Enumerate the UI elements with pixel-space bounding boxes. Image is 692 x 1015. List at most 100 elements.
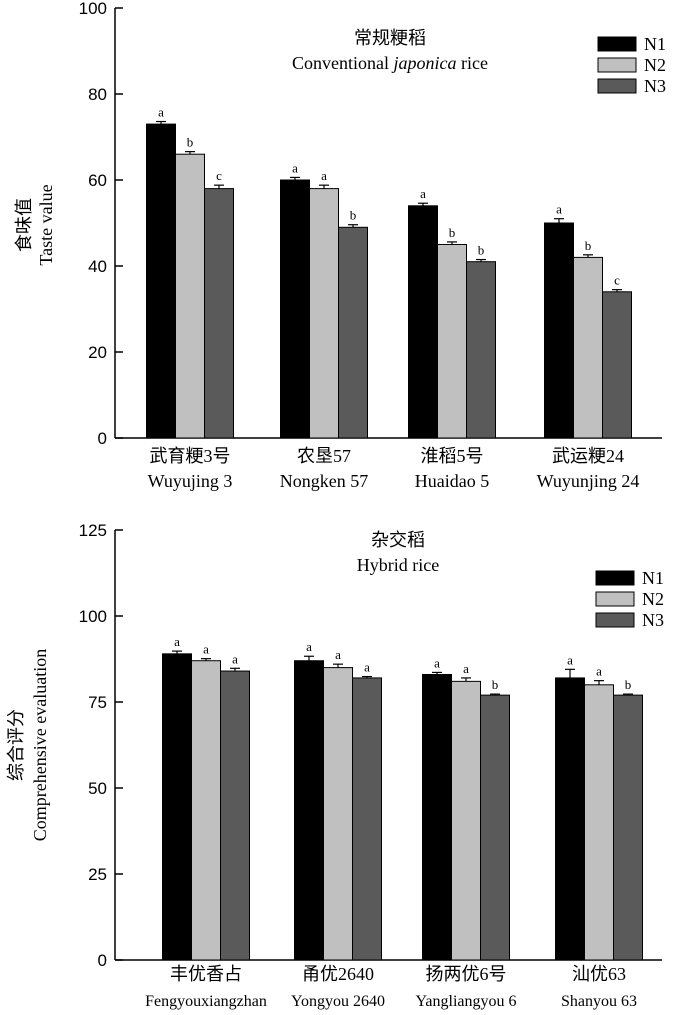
category-labels: 武育粳3号 Wuyujing 3 农垦57 Nongken 57 淮稻5号 Huaidao… <box>148 446 640 491</box>
bar-n2 <box>584 684 614 961</box>
bar-n2 <box>323 667 353 961</box>
legend-label: N1 <box>644 34 666 54</box>
bar-n1 <box>544 222 574 439</box>
significance-letter: b <box>585 238 592 253</box>
legend-label: N2 <box>642 589 664 609</box>
significance-letter: a <box>306 639 312 654</box>
significance-letter: b <box>492 677 499 692</box>
significance-letter: b <box>625 677 632 692</box>
y-axis-label-cn: 综合评分 <box>6 709 26 781</box>
significance-letter: a <box>567 652 573 667</box>
significance-letter: a <box>232 651 238 666</box>
significance-letter: a <box>158 105 164 120</box>
legend-swatch-n1 <box>597 36 637 52</box>
significance-letter: a <box>596 664 602 679</box>
bar-n3 <box>602 291 632 439</box>
y-tick-label: 0 <box>98 429 107 448</box>
bar-n1 <box>555 677 585 961</box>
category-label-cn: 农垦57 <box>297 446 351 466</box>
bar-n3 <box>466 261 496 439</box>
y-tick-label: 60 <box>88 171 107 190</box>
category-label-en: Fengyouxiangzhan <box>145 993 267 1010</box>
category-label-en: Wuyunjing 24 <box>537 471 640 491</box>
japonica-chart: 常规粳稻 Conventional japonica rice 食味值 Tast… <box>14 0 666 491</box>
significance-letter: b <box>187 135 194 150</box>
category-label-cn: 武育粳3号 <box>150 446 231 466</box>
significance-letter: b <box>350 208 357 223</box>
bar-n1 <box>422 673 452 961</box>
bars: a a a a a a a a b a a b <box>162 634 643 961</box>
y-tick-label: 0 <box>98 951 107 970</box>
category-label-cn: 丰优香占 <box>170 964 242 984</box>
legend-label: N3 <box>644 76 666 96</box>
bar-n1 <box>294 660 324 961</box>
significance-letter: c <box>216 168 222 183</box>
y-tick-label: 75 <box>88 693 107 712</box>
y-tick-label: 50 <box>88 779 107 798</box>
bar-n3 <box>220 670 250 961</box>
category-label-en: Huaidao 5 <box>415 471 489 491</box>
category-label-en: Wuyujing 3 <box>148 471 233 491</box>
bar-n2 <box>437 244 467 439</box>
significance-letter: a <box>463 661 469 676</box>
y-tick-label: 80 <box>88 85 107 104</box>
bar-n2 <box>191 660 221 961</box>
significance-letter: a <box>420 186 426 201</box>
legend-label: N3 <box>642 610 664 630</box>
significance-letter: a <box>203 642 209 657</box>
bar-n2 <box>573 256 603 439</box>
significance-letter: c <box>614 273 620 288</box>
category-label-cn: 汕优63 <box>572 964 626 984</box>
y-tick-label: 40 <box>88 257 107 276</box>
bar-n2 <box>175 153 205 439</box>
bar-n2 <box>309 188 339 439</box>
category-labels: 丰优香占 Fengyouxiangzhan 甬优2640 Yongyou 2640 扬两… <box>145 964 637 1010</box>
y-tick-label: 100 <box>79 0 107 18</box>
bar-n1 <box>408 205 438 439</box>
chart-title-en: Hybrid rice <box>357 555 439 575</box>
significance-letter: a <box>434 655 440 670</box>
bar-n3 <box>480 694 510 961</box>
bar-n1 <box>146 123 176 439</box>
bar-n3 <box>613 694 643 961</box>
y-tick-label: 20 <box>88 343 107 362</box>
legend-swatch-n1 <box>595 570 635 586</box>
legend-label: N1 <box>642 568 664 588</box>
axes: 0 25 50 75 100 125 <box>79 521 662 970</box>
bar-n3 <box>352 677 382 961</box>
category-label-cn: 武运粳24 <box>552 446 624 466</box>
y-tick-label: 125 <box>79 521 107 540</box>
significance-letter: b <box>449 225 456 240</box>
bar-n1 <box>162 653 192 961</box>
y-tick-label: 25 <box>88 865 107 884</box>
category-label-en: Shanyou 63 <box>561 993 637 1010</box>
legend-swatch-n3 <box>597 78 637 94</box>
y-axis-label-en: Taste value <box>36 184 56 265</box>
chart-title-cn: 常规粳稻 <box>354 28 426 48</box>
category-label-en: Yangliangyou 6 <box>415 993 516 1010</box>
category-label-en: Nongken 57 <box>280 471 369 491</box>
significance-letter: a <box>335 647 341 662</box>
bars: a b c a a b a b b a b c <box>146 105 632 439</box>
y-tick-label: 100 <box>79 607 107 626</box>
significance-letter: a <box>321 168 327 183</box>
significance-letter: a <box>556 202 562 217</box>
category-label-cn: 甬优2640 <box>302 964 374 984</box>
significance-letter: a <box>292 160 298 175</box>
legend-swatch-n2 <box>597 57 637 73</box>
bar-n2 <box>451 680 481 961</box>
chart-title-en: Conventional japonica rice <box>292 53 488 73</box>
significance-letter: a <box>174 634 180 649</box>
bar-n3 <box>338 226 368 439</box>
legend-swatch-n2 <box>595 591 635 607</box>
category-label-en: Yongyou 2640 <box>291 993 385 1010</box>
chart-title-cn: 杂交稻 <box>371 530 425 550</box>
significance-letter: b <box>478 243 485 258</box>
y-axis-label-en: Comprehensive evaluation <box>30 649 50 841</box>
category-label-cn: 淮稻5号 <box>421 446 484 466</box>
legend-label: N2 <box>644 55 666 75</box>
category-label-cn: 扬两优6号 <box>426 964 507 984</box>
